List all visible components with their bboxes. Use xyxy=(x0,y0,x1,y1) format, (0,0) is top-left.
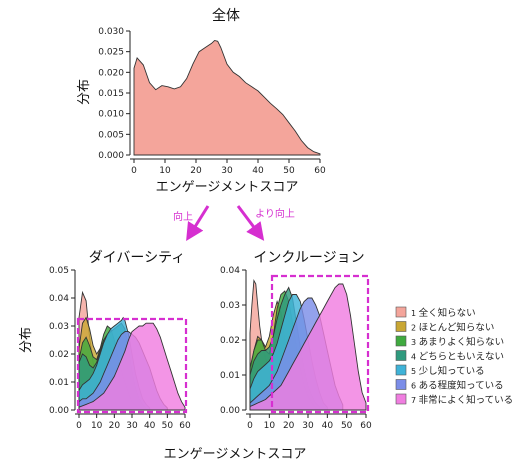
highlight-box-diversity xyxy=(76,317,188,414)
legend-number: 3 xyxy=(411,338,419,347)
arrow-label-right: より向上 xyxy=(255,207,295,220)
diversity-x-tick-label: 10 xyxy=(91,421,103,431)
legend-number: 5 xyxy=(411,367,419,376)
legend-label-4: 4 どちらともいえない xyxy=(411,352,504,363)
overall-x-tick-label: 20 xyxy=(190,166,202,176)
legend-text: 全く知らない xyxy=(419,307,476,319)
y-axis-label-overall: 分布 xyxy=(77,79,92,105)
legend-text: あまりよく知らない xyxy=(419,336,505,348)
legend-label-6: 6 ある程度知っている xyxy=(411,380,504,392)
x-axis-label-bottom: エンゲージメントスコア xyxy=(164,447,307,462)
diversity-y-tick-label: 0.05 xyxy=(49,266,69,276)
overall-y-tick-label: 0.005 xyxy=(98,130,124,140)
chart-title-inclusion: インクルージョン xyxy=(253,250,364,266)
legend-swatch-2 xyxy=(395,321,407,332)
legend-number: 4 xyxy=(411,353,419,362)
legend-text: どちらともいえない xyxy=(419,352,504,363)
inclusion-x-tick-label: 40 xyxy=(322,421,334,431)
diversity-y-tick-label: 0.00 xyxy=(49,406,69,416)
inclusion-x-tick-label: 10 xyxy=(264,421,276,431)
diversity-x-tick-label: 60 xyxy=(179,421,191,431)
overall-x-tick-label: 50 xyxy=(283,166,295,176)
chart-overall: 全体 分布 エンゲージメントスコア 0 10 20 30 40 50 60 0.000 0.00… xyxy=(77,7,326,195)
arrow-right: より向上 xyxy=(236,205,295,241)
chart-diversity: ダイバーシティ 分布 0 10 20 30 40 50 60 0.00 0.01 0.02 0.03… xyxy=(19,250,191,431)
chart-title-overall: 全体 xyxy=(212,7,240,24)
inclusion-y-tick-label: 0.04 xyxy=(220,266,240,276)
legend-label-5: 5 少し知っている xyxy=(411,365,485,377)
legend-text: 非常によく知っている xyxy=(419,394,514,406)
legend-swatch-7 xyxy=(395,393,407,405)
diversity-x-tick-label: 0 xyxy=(76,421,82,431)
legend-number: 7 xyxy=(411,396,419,405)
legend-number: 1 xyxy=(411,309,419,318)
overall-y-tick-label: 0.010 xyxy=(98,110,124,120)
inclusion-area-7 xyxy=(249,283,367,411)
legend-label-7: 7 非常によく知っている xyxy=(411,394,513,406)
inclusion-x-tick-label: 30 xyxy=(302,421,314,431)
legend-swatch-5 xyxy=(395,364,407,376)
overall-x-tick-label: 30 xyxy=(221,166,233,176)
diversity-x-tick-label: 40 xyxy=(144,421,156,431)
chart-title-diversity: ダイバーシティ xyxy=(89,250,186,266)
legend-swatch-3 xyxy=(395,335,407,347)
diversity-x-tick-label: 20 xyxy=(109,421,121,431)
overall-y-tick-label: 0.000 xyxy=(98,151,124,161)
legend-text: ほとんど知らない xyxy=(419,322,495,334)
overall-x-tick-label: 10 xyxy=(159,166,171,176)
arrow-left: 向上 xyxy=(173,205,210,242)
legend-number: 6 xyxy=(411,382,419,391)
legend-swatch-1 xyxy=(395,306,407,318)
diversity-y-tick-label: 0.03 xyxy=(49,322,69,332)
legend-swatch-6 xyxy=(395,379,407,390)
legend-swatch-4 xyxy=(395,350,407,361)
inclusion-x-tick-label: 0 xyxy=(247,421,253,431)
inclusion-y-tick-label: 0.03 xyxy=(220,301,240,311)
overall-x-tick-label: 60 xyxy=(314,166,326,176)
chart-inclusion: インクルージョン 0 10 20 30 40 50 60 0.00 0.01 0.02 0.03 0.… xyxy=(220,250,372,431)
x-axis-label-overall: エンゲージメントスコア xyxy=(156,180,299,195)
highlight-box-inclusion xyxy=(270,274,370,414)
y-axis-label-diversity: 分布 xyxy=(19,327,34,353)
overall-x-tick-label: 40 xyxy=(252,166,264,176)
inclusion-y-tick-label: 0.02 xyxy=(220,336,240,346)
overall-area-1 xyxy=(133,40,321,156)
inclusion-y-tick-label: 0.01 xyxy=(220,371,240,381)
overall-y-tick-label: 0.020 xyxy=(98,68,124,78)
legend-number: 2 xyxy=(411,324,419,333)
inclusion-y-tick-label: 0.00 xyxy=(220,406,240,416)
overall-y-tick-label: 0.025 xyxy=(98,48,124,58)
overall-x-tick-label: 0 xyxy=(131,166,137,176)
arrow-label-left: 向上 xyxy=(173,210,193,223)
legend-text: ある程度知っている xyxy=(419,380,504,392)
legend-label-2: 2 ほとんど知らない xyxy=(411,322,494,334)
inclusion-x-tick-label: 20 xyxy=(283,421,295,431)
overall-y-tick-label: 0.030 xyxy=(98,27,124,37)
diversity-x-tick-label: 30 xyxy=(126,421,138,431)
diversity-area-7 xyxy=(78,322,186,411)
diversity-x-tick-label: 50 xyxy=(162,421,174,431)
overall-y-tick-label: 0.015 xyxy=(98,89,124,99)
legend-text: 少し知っている xyxy=(419,365,485,377)
diversity-y-tick-label: 0.02 xyxy=(49,350,69,360)
diversity-y-tick-label: 0.01 xyxy=(49,378,69,388)
inclusion-x-tick-label: 60 xyxy=(360,421,372,431)
inclusion-x-tick-label: 50 xyxy=(341,421,353,431)
diversity-y-tick-label: 0.04 xyxy=(49,294,69,304)
legend-label-1: 1 全く知らない xyxy=(411,307,476,319)
legend-label-3: 3 あまりよく知らない xyxy=(411,336,504,348)
